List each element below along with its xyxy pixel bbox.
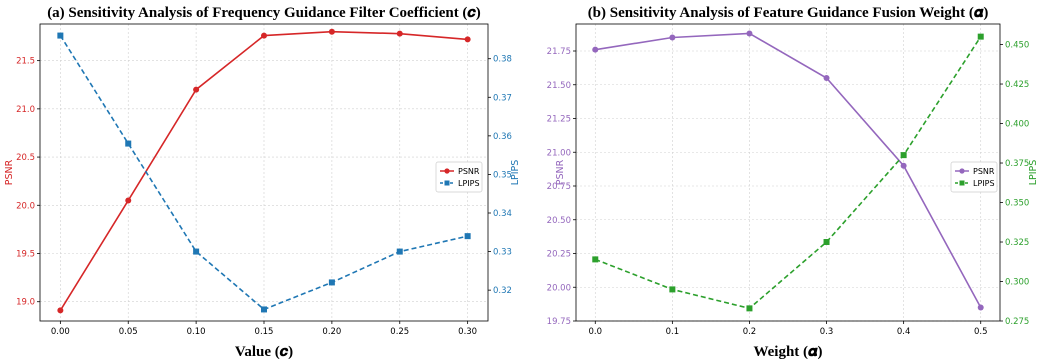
data-point-psnr — [464, 36, 471, 43]
y-right-tick-label: 0.350 — [1005, 199, 1029, 209]
x-tick-label: 0.30 — [458, 327, 477, 337]
series-line-lpips — [594, 36, 982, 310]
data-point-psnr — [328, 28, 335, 35]
grid — [576, 24, 1000, 322]
y-left-tick-label: 21.5 — [16, 57, 35, 67]
x-tick-label: 0.25 — [390, 327, 409, 337]
y-right-tick-label: 0.34 — [493, 209, 512, 219]
legend-marker — [444, 180, 450, 186]
legend: PSNR LPIPS — [435, 161, 483, 193]
y-left-tick-label: 20.75 — [547, 182, 571, 192]
chart-title: (a) Sensitivity Analysis of Frequency Gu… — [47, 5, 481, 21]
data-point-psnr — [125, 197, 132, 204]
data-point-lpips — [823, 239, 830, 246]
y-right-tick-label: 0.36 — [493, 132, 512, 142]
y-right-tick-label: 0.33 — [493, 248, 512, 258]
chart-title: (b) Sensitivity Analysis of Feature Guid… — [588, 5, 989, 21]
data-point-psnr — [823, 75, 830, 81]
x-tick-label: 0.20 — [322, 327, 341, 337]
y-right-tick-label: 0.275 — [1005, 317, 1029, 327]
data-point-lpips — [193, 248, 200, 255]
y-left-axis-label: PSNR — [555, 159, 566, 185]
y-left-tick-label: 21.0 — [16, 105, 35, 115]
x-tick-label: 0.3 — [820, 327, 834, 337]
data-point-lpips — [900, 152, 907, 159]
y-right-tick-label: 0.37 — [493, 93, 512, 103]
y-right-tick-label: 0.400 — [1005, 120, 1029, 130]
data-point-psnr — [669, 34, 676, 41]
x-tick-label: 0.15 — [255, 327, 274, 337]
y-right-axis-label: LPIPS — [510, 160, 521, 186]
x-tick-label: 0.10 — [187, 327, 206, 337]
x-tick-label: 0.5 — [974, 327, 988, 337]
data-point-psnr — [977, 304, 984, 311]
chart-panel-b: 0.0 0.1 0.2 0.3 0.4 0.5 19.75 20.00 20.25 20.50 20… — [547, 5, 1039, 360]
y-left-tick-label: 21.75 — [547, 47, 571, 57]
chart-panel-a: 0.00 0.05 0.10 0.15 0.20 0.25 0.30 19.0 19.5 20.0… — [4, 5, 521, 360]
x-tick-label: 0.0 — [589, 327, 603, 337]
y-left-tick-label: 20.25 — [547, 250, 571, 260]
data-point-lpips — [464, 233, 471, 240]
y-left-tick-label: 21.25 — [547, 115, 571, 125]
x-tick-label: 0.2 — [743, 327, 757, 337]
y-left-tick-label: 20.50 — [547, 216, 571, 226]
y-right-tick-label: 0.32 — [493, 286, 512, 296]
x-axis-label: Value (𝒄) — [235, 344, 293, 360]
data-point-lpips — [261, 306, 267, 313]
legend: PSNR LPIPS — [950, 161, 998, 193]
y-left-tick-label: 20.5 — [16, 153, 35, 163]
y-right-axis-label: LPIPS — [1028, 160, 1039, 186]
data-point-lpips — [592, 256, 599, 263]
legend-label: PSNR — [458, 167, 480, 176]
legend-label: LPIPS — [973, 179, 995, 188]
data-point-psnr — [592, 46, 599, 53]
y-right-tick-label: 0.375 — [1005, 159, 1029, 169]
y-left-tick-label: 20.00 — [547, 283, 571, 293]
y-left-tick-label: 21.50 — [547, 81, 571, 91]
y-right-tick-label: 0.425 — [1005, 80, 1029, 90]
y-left-tick-label: 21.00 — [547, 148, 571, 158]
data-point-lpips — [396, 248, 403, 255]
data-point-lpips — [977, 33, 984, 40]
plot-frame — [575, 23, 1001, 322]
grid — [40, 24, 488, 321]
y-left-tick-label: 19.5 — [16, 250, 35, 260]
data-point-lpips — [328, 279, 335, 286]
data-point-lpips — [57, 32, 64, 39]
legend-label: PSNR — [973, 167, 995, 176]
y-left-tick-label: 19.0 — [16, 298, 35, 308]
y-right-tick-label: 0.38 — [493, 55, 512, 65]
y-right-tick-label: 0.35 — [493, 170, 512, 180]
data-point-psnr — [193, 86, 200, 93]
y-right-tick-label: 0.300 — [1005, 278, 1029, 288]
data-point-lpips — [746, 305, 753, 312]
legend-marker — [444, 168, 450, 174]
legend-marker — [959, 168, 965, 174]
x-tick-label: 0.05 — [119, 327, 138, 337]
series-line-psnr — [595, 32, 982, 308]
data-point-lpips — [669, 286, 676, 293]
legend-marker — [959, 180, 965, 186]
legend-label: LPIPS — [458, 179, 480, 188]
y-right-tick-label: 0.450 — [1005, 41, 1029, 51]
data-point-psnr — [261, 32, 267, 39]
x-tick-label: 0.00 — [51, 327, 70, 337]
x-tick-label: 0.1 — [666, 327, 680, 337]
x-tick-label: 0.4 — [897, 327, 911, 337]
data-point-psnr — [57, 307, 64, 314]
data-point-psnr — [396, 30, 403, 37]
y-left-axis-label: PSNR — [4, 159, 15, 185]
y-left-tick-label: 20.0 — [16, 201, 35, 211]
y-right-tick-label: 0.325 — [1005, 238, 1029, 248]
data-point-psnr — [746, 30, 753, 37]
x-axis-label: Weight (𝜶) — [753, 344, 822, 360]
data-point-lpips — [125, 140, 132, 147]
y-left-tick-label: 19.75 — [547, 317, 571, 327]
data-point-psnr — [900, 162, 907, 169]
